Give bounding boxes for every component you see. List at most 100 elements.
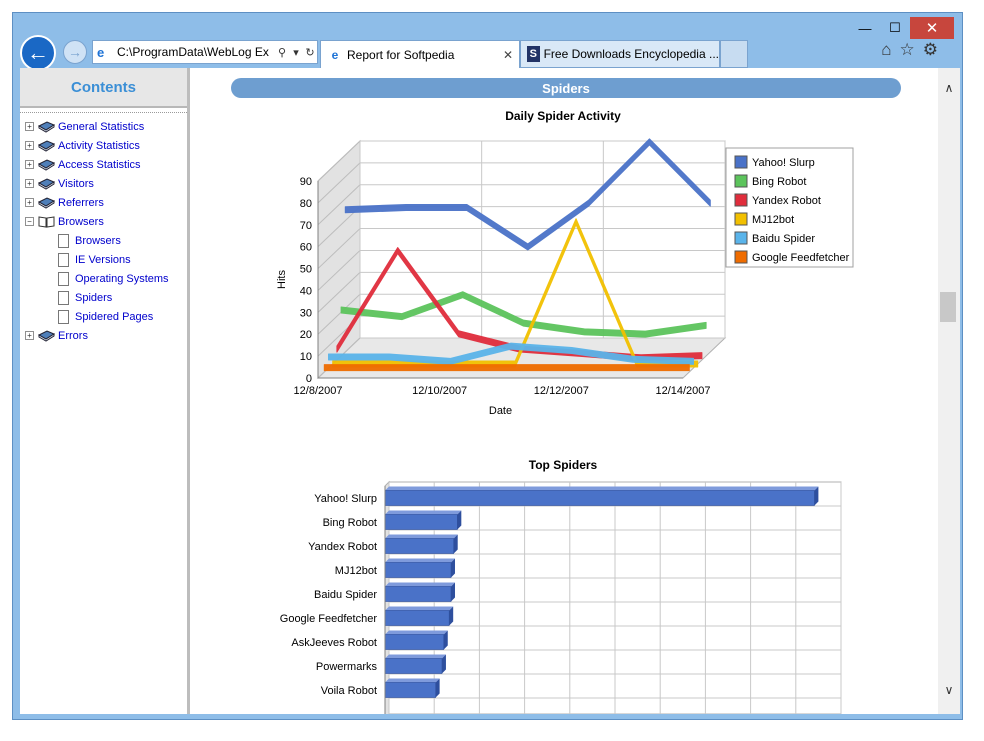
- category-label: Google Feedfetcher: [280, 613, 378, 625]
- sidebar-item-general-statistics[interactable]: + General Statistics: [25, 120, 144, 133]
- sidebar-item-label: Browsers: [75, 235, 121, 247]
- sidebar-item-label: Operating Systems: [75, 273, 169, 285]
- collapse-icon[interactable]: −: [25, 217, 34, 226]
- bar-askjeeves-robot: [384, 634, 445, 650]
- sidebar-item-activity-statistics[interactable]: + Activity Statistics: [25, 139, 140, 152]
- sidebar-item-browsers[interactable]: − Browsers: [25, 215, 104, 228]
- page-icon: [58, 234, 69, 248]
- tab-softpedia[interactable]: S Free Downloads Encyclopedia ...: [520, 40, 720, 68]
- scroll-up-icon[interactable]: ∧: [944, 81, 954, 95]
- tab-label: Report for Softpedia: [347, 47, 455, 62]
- sidebar-item-referrers[interactable]: + Referrers: [25, 196, 104, 209]
- gridline: [317, 293, 361, 335]
- bar-top: [385, 678, 440, 683]
- bar-top: [385, 534, 458, 539]
- bar-mj12bot: [384, 562, 452, 578]
- back-button[interactable]: ←: [20, 35, 56, 71]
- legend-swatch: [734, 212, 748, 226]
- x-tick-label: 12/14/2007: [655, 385, 710, 397]
- bar-side: [814, 486, 819, 506]
- sidebar-item-ie-versions[interactable]: IE Versions: [58, 253, 131, 267]
- x-tick-label: 12/8/2007: [294, 385, 343, 397]
- legend-label: Bing Robot: [752, 176, 806, 188]
- bar-top: [385, 582, 455, 587]
- scroll-down-icon[interactable]: ∨: [944, 683, 954, 697]
- bar-powermarks: [384, 658, 443, 674]
- maximize-button[interactable]: ☐: [889, 20, 901, 35]
- page-icon: [58, 291, 69, 305]
- gridline: [317, 250, 361, 291]
- category-label: AskJeeves Robot: [291, 637, 377, 649]
- bar-yandex-robot: [384, 538, 455, 554]
- tab-report[interactable]: e Report for Softpedia ✕: [320, 40, 520, 68]
- book-icon: [38, 178, 55, 190]
- bar-baidu-spider: [384, 586, 452, 602]
- expand-icon[interactable]: +: [25, 198, 34, 207]
- sidebar-item-spidered-pages[interactable]: Spidered Pages: [58, 310, 153, 324]
- expand-icon[interactable]: +: [25, 141, 34, 150]
- bar-chart-title: Top Spiders: [528, 458, 598, 472]
- scroll-thumb[interactable]: [940, 292, 956, 322]
- refresh-icon[interactable]: ↻: [305, 46, 315, 59]
- star-icon[interactable]: ☆: [899, 40, 915, 59]
- ie-icon: e: [97, 44, 105, 60]
- sidebar-item-label: Referrers: [58, 196, 104, 209]
- expand-icon[interactable]: +: [25, 122, 34, 131]
- gridline: [317, 140, 361, 182]
- new-tab-button[interactable]: [720, 40, 748, 68]
- category-label: Baidu Spider: [314, 589, 377, 601]
- sidebar-item-label: IE Versions: [75, 254, 131, 266]
- category-label: Yandex Robot: [308, 541, 377, 553]
- bar-side: [443, 630, 448, 650]
- gridline: [317, 228, 361, 269]
- x-axis-label: Date: [489, 405, 512, 417]
- gear-icon[interactable]: ⚙: [922, 40, 938, 59]
- sidebar-item-operating-systems[interactable]: Operating Systems: [58, 272, 169, 286]
- forward-button[interactable]: →: [63, 40, 87, 64]
- sidebar-item-errors[interactable]: + Errors: [25, 329, 88, 342]
- address-text[interactable]: C:\ProgramData\WebLog Ex: [117, 45, 269, 59]
- bar-voila-robot: [384, 682, 436, 698]
- bar-side: [450, 582, 455, 602]
- section-banner: Spiders: [231, 78, 901, 98]
- expand-icon[interactable]: +: [25, 160, 34, 169]
- gridline: [317, 206, 361, 248]
- expand-icon[interactable]: +: [25, 179, 34, 188]
- legend-label: Google Feedfetcher: [752, 252, 850, 264]
- y-tick-label: 30: [300, 307, 312, 319]
- legend-swatch: [734, 231, 748, 245]
- gridline: [317, 162, 361, 204]
- close-tab-icon[interactable]: ✕: [502, 47, 513, 62]
- top-spiders-chart: Yahoo! Slurp Bing Robot Yandex Robot MJ12bo…: [280, 480, 842, 714]
- sidebar-item-access-statistics[interactable]: + Access Statistics: [25, 158, 141, 171]
- bar-top: [385, 606, 454, 611]
- legend-swatch: [734, 155, 748, 169]
- category-label: Powermarks: [316, 661, 378, 673]
- y-tick-label: 60: [300, 242, 312, 254]
- sidebar-item-label: Access Statistics: [58, 158, 141, 171]
- gridline: [317, 184, 361, 226]
- y-tick-label: 40: [300, 285, 312, 297]
- series-line-yandex-robot: [336, 247, 703, 362]
- sidebar-item-browsers[interactable]: Browsers: [58, 234, 121, 248]
- ie-icon: e: [331, 47, 339, 62]
- home-icon[interactable]: ⌂: [881, 40, 892, 59]
- tab-label: Free Downloads Encyclopedia ...: [543, 47, 719, 61]
- close-button[interactable]: ✕: [910, 17, 954, 39]
- daily-spider-activity-chart: 0 10 20 30 40 50 60 70 80 90 12/8/2007 12/10/2007 12…: [276, 138, 854, 417]
- y-tick-label: 10: [300, 351, 312, 363]
- dropdown-icon[interactable]: ▾: [293, 46, 299, 59]
- book-icon: [38, 197, 55, 209]
- search-icon[interactable]: ⚲: [277, 46, 287, 59]
- category-label: Bing Robot: [323, 517, 377, 529]
- sidebar-item-spiders[interactable]: Spiders: [58, 291, 112, 305]
- vertical-scrollbar[interactable]: ∧ ∨: [938, 68, 960, 714]
- address-bar[interactable]: e C:\ProgramData\WebLog Ex ⚲ ▾ ↻: [92, 40, 318, 64]
- series-line-baidu-spider: [328, 342, 694, 365]
- expand-icon[interactable]: +: [25, 331, 34, 340]
- legend-swatch: [734, 250, 748, 264]
- category-label: Voila Robot: [321, 685, 377, 697]
- sidebar-item-visitors[interactable]: + Visitors: [25, 177, 94, 190]
- minimize-button[interactable]: —: [858, 20, 872, 36]
- line-chart-title: Daily Spider Activity: [505, 109, 621, 123]
